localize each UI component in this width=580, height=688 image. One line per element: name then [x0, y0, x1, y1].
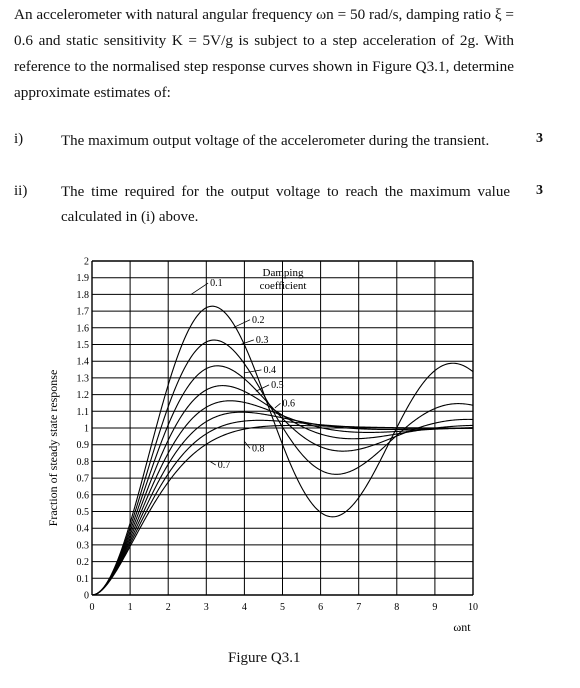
x-tick-label: 1 — [128, 602, 133, 613]
figure-q3-1: 0 1 2 3 4 5 6 7 8 9 10 0 0.1 0.2 0.3 0.4 0.5 0.6 0.7 0.8 0.9… — [0, 240, 580, 640]
response-curve-0-2 — [91, 339, 474, 596]
y-tick-label: 1.6 — [77, 323, 90, 334]
part-i-number: i) — [14, 131, 24, 147]
curve-label-leader — [244, 369, 262, 374]
curve-label-leader — [209, 461, 216, 466]
response-curve-0-6 — [91, 411, 474, 596]
part-ii-marks: 3 — [536, 183, 543, 198]
y-axis-label: Fraction of steady state response — [46, 370, 60, 527]
x-tick-label: 8 — [394, 602, 399, 613]
x-tick-label: 0 — [90, 602, 95, 613]
x-tick-label: 9 — [432, 602, 437, 613]
figure-caption: Figure Q3.1 — [228, 650, 301, 666]
curve-label-leader — [232, 319, 251, 329]
part-i-marks: 3 — [536, 131, 543, 146]
x-tick-label: 10 — [468, 602, 478, 613]
y-tick-label: 0 — [84, 591, 89, 602]
question-intro: An accelerometer with natural angular fr… — [14, 6, 514, 101]
curve-label-leader — [240, 339, 254, 345]
x-tick-label: 5 — [280, 602, 285, 613]
y-tick-label: 1.5 — [77, 340, 90, 351]
y-tick-label: 1.2 — [77, 390, 90, 401]
part-ii-text: The time required for the output voltage… — [61, 184, 510, 225]
curve-label-0-4: 0.4 — [263, 365, 276, 376]
y-tick-label: 0.1 — [77, 574, 90, 585]
step-response-chart: 0 1 2 3 4 5 6 7 8 9 10 0 0.1 0.2 0.3 0.4 0.5 0.6 0.7 0.8 0.9… — [46, 257, 478, 635]
y-tick-label: 1.9 — [77, 273, 90, 284]
x-axis-label: ωnt — [453, 620, 471, 634]
part-ii-number: ii) — [14, 183, 28, 199]
legend-title-line1: Damping — [263, 267, 304, 279]
y-tick-label: 0.2 — [77, 557, 90, 568]
curve-label-0-2: 0.2 — [252, 315, 265, 326]
response-curve-0-8 — [91, 424, 473, 596]
y-tick-label: 0.5 — [77, 507, 90, 518]
curve-label-0-7: 0.7 — [218, 460, 231, 471]
curve-label-0-6: 0.6 — [283, 398, 296, 409]
x-tick-label: 4 — [242, 602, 247, 613]
y-tick-label: 1.3 — [77, 373, 90, 384]
y-tick-label: 0.4 — [77, 524, 90, 535]
y-tick-label: 1.1 — [77, 407, 90, 418]
part-i-text: The maximum output voltage of the accele… — [61, 133, 490, 149]
y-tick-label: 0.9 — [77, 440, 90, 451]
response-curve-0-1 — [91, 305, 474, 596]
curve-label-leader — [244, 441, 251, 449]
curve-label-0-1: 0.1 — [210, 278, 223, 289]
curve-label-0-8: 0.8 — [252, 443, 265, 454]
curve-label-leader — [274, 402, 281, 409]
x-tick-label: 7 — [356, 602, 361, 613]
y-tick-label: 0.3 — [77, 540, 90, 551]
x-tick-label: 3 — [204, 602, 209, 613]
curve-label-leader — [190, 282, 209, 295]
y-tick-label: 0.8 — [77, 457, 90, 468]
y-tick-label: 1 — [84, 424, 89, 435]
y-tick-label: 0.6 — [77, 490, 90, 501]
curve-label-0-3: 0.3 — [256, 335, 269, 346]
y-tick-label: 0.7 — [77, 474, 90, 485]
y-tick-label: 1.4 — [77, 357, 90, 368]
x-tick-label: 2 — [166, 602, 171, 613]
y-tick-label: 1.7 — [77, 307, 90, 318]
x-tick-label: 6 — [318, 602, 323, 613]
curve-label-0-5: 0.5 — [271, 380, 284, 391]
y-tick-label: 2 — [84, 257, 89, 268]
curve-label-leader — [255, 384, 270, 392]
legend-title-line2: coefficient — [260, 280, 307, 292]
y-tick-label: 1.8 — [77, 290, 90, 301]
response-curve-0-5 — [91, 400, 474, 596]
